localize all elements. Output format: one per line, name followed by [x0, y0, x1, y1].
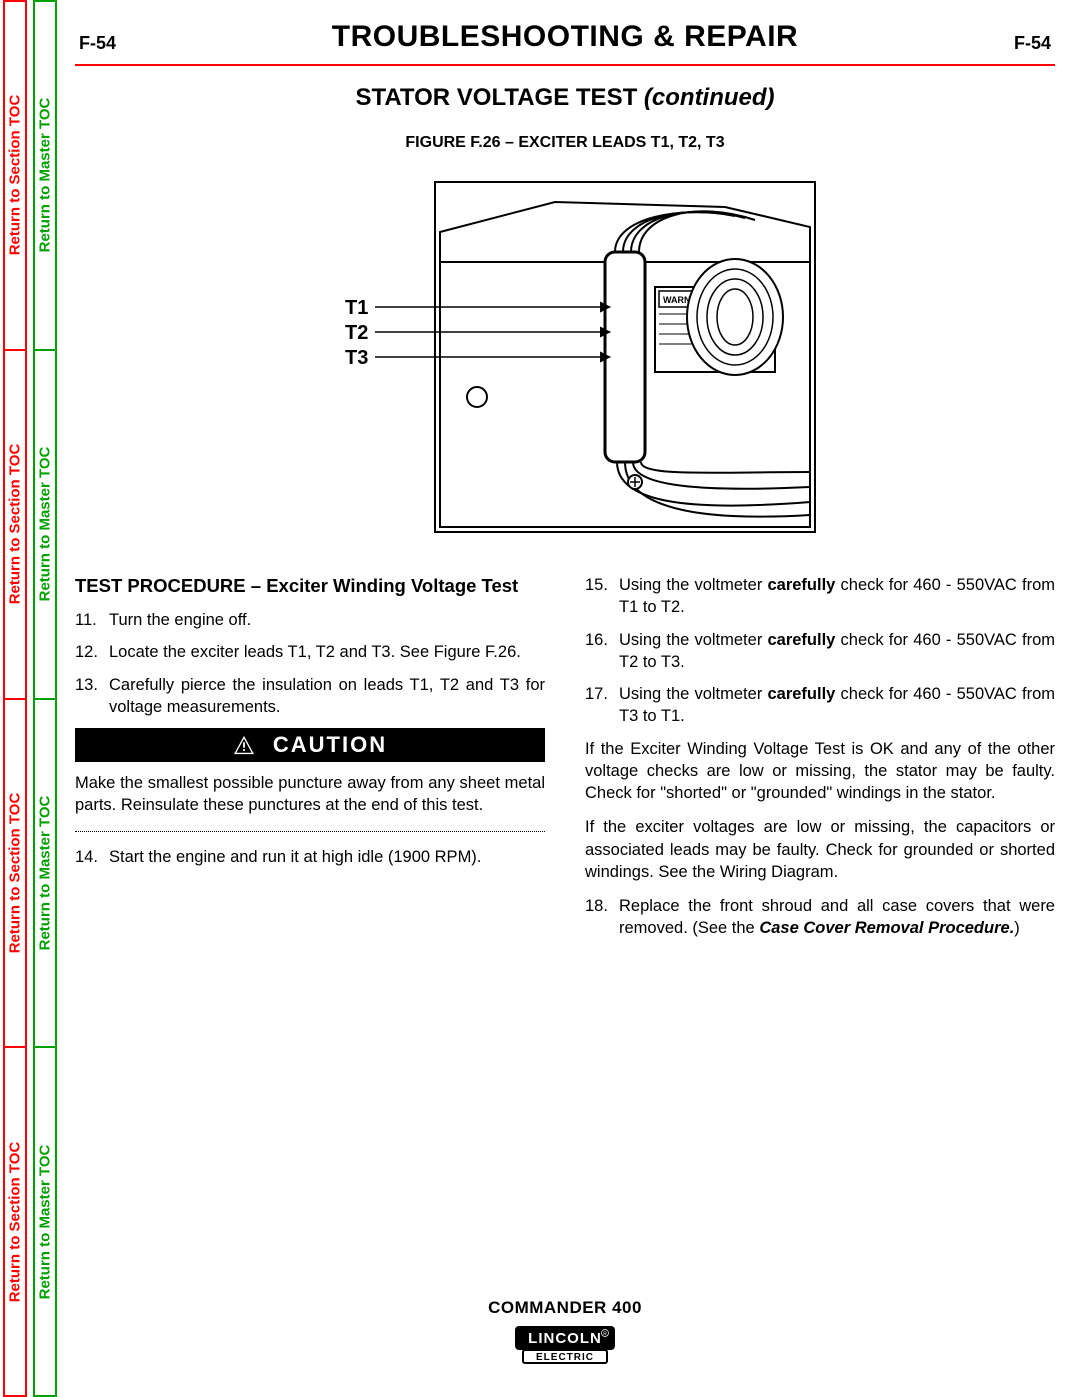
step-18: 18.Replace the front shroud and all case… [585, 895, 1055, 940]
section-toc-tabs: Return to Section TOC Return to Section … [3, 0, 27, 1397]
return-section-toc-link[interactable]: Return to Section TOC [5, 2, 25, 349]
result-paragraph-1: If the Exciter Winding Voltage Test is O… [585, 738, 1055, 805]
content-area: F-54 TROUBLESHOOTING & REPAIR F-54 STATO… [75, 20, 1055, 950]
step-15: 15.Using the voltmeter carefully check f… [585, 574, 1055, 619]
svg-text:LINCOLN: LINCOLN [528, 1330, 602, 1347]
step-number: 17. [585, 683, 619, 728]
tab-label: Return to Section TOC [7, 444, 24, 605]
return-section-toc-link[interactable]: Return to Section TOC [5, 698, 25, 1047]
body-columns: TEST PROCEDURE – Exciter Winding Voltage… [75, 574, 1055, 950]
step-text: Using the voltmeter carefully check for … [619, 629, 1055, 674]
svg-text:R: R [603, 1331, 607, 1337]
lincoln-electric-logo: LINCOLN R ELECTRIC [515, 1326, 615, 1369]
lead-label-t1: T1 [345, 297, 368, 319]
return-master-toc-link[interactable]: Return to Master TOC [35, 698, 55, 1047]
figure-f26: WARNING [305, 172, 825, 542]
caution-text: Make the smallest possible puncture away… [75, 772, 545, 817]
page-title: TROUBLESHOOTING & REPAIR [332, 20, 798, 54]
return-section-toc-link[interactable]: Return to Section TOC [5, 349, 25, 698]
step-number: 16. [585, 629, 619, 674]
tab-label: Return to Section TOC [7, 95, 24, 256]
step-14: 14.Start the engine and run it at high i… [75, 846, 545, 868]
tab-label: Return to Master TOC [37, 98, 54, 253]
step-text: Replace the front shroud and all case co… [619, 895, 1055, 940]
horizontal-rule [75, 64, 1055, 66]
step-17: 17.Using the voltmeter carefully check f… [585, 683, 1055, 728]
exciter-leads-diagram: WARNING [305, 172, 825, 542]
caution-label: CAUTION [273, 730, 387, 760]
procedure-heading: TEST PROCEDURE – Exciter Winding Voltage… [75, 574, 545, 599]
procedure-list-right: 15.Using the voltmeter carefully check f… [585, 574, 1055, 728]
page-number-left: F-54 [79, 33, 116, 54]
step-text: Using the voltmeter carefully check for … [619, 683, 1055, 728]
tab-label: Return to Master TOC [37, 1144, 54, 1299]
header-row: F-54 TROUBLESHOOTING & REPAIR F-54 [75, 20, 1055, 58]
warning-triangle-icon [233, 735, 255, 755]
result-paragraph-2: If the exciter voltages are low or missi… [585, 816, 1055, 883]
master-toc-tabs: Return to Master TOC Return to Master TO… [33, 0, 57, 1397]
svg-text:ELECTRIC: ELECTRIC [536, 1352, 594, 1363]
tab-label: Return to Master TOC [37, 796, 54, 951]
step-16: 16.Using the voltmeter carefully check f… [585, 629, 1055, 674]
subtitle-main: STATOR VOLTAGE TEST [355, 84, 643, 111]
section-subtitle: STATOR VOLTAGE TEST (continued) [75, 84, 1055, 112]
step-text: Carefully pierce the insulation on leads… [109, 674, 545, 719]
return-master-toc-link[interactable]: Return to Master TOC [35, 349, 55, 698]
lead-label-t3: T3 [345, 347, 368, 369]
page-number-right: F-54 [1014, 33, 1051, 54]
step-text: Using the voltmeter carefully check for … [619, 574, 1055, 619]
lead-label-t2: T2 [345, 322, 368, 344]
step-number: 11. [75, 609, 109, 631]
step-number: 18. [585, 895, 619, 940]
dotted-divider [75, 831, 545, 832]
tab-label: Return to Master TOC [37, 447, 54, 602]
return-master-toc-link[interactable]: Return to Master TOC [35, 1046, 55, 1395]
subtitle-continued: (continued) [644, 84, 775, 111]
side-tabs: Return to Section TOC Return to Section … [0, 0, 60, 1397]
tab-label: Return to Section TOC [7, 1141, 24, 1302]
step-number: 12. [75, 641, 109, 663]
figure-title: FIGURE F.26 – EXCITER LEADS T1, T2, T3 [75, 134, 1055, 152]
left-column: TEST PROCEDURE – Exciter Winding Voltage… [75, 574, 545, 950]
step-number: 13. [75, 674, 109, 719]
page-footer: COMMANDER 400 LINCOLN R ELECTRIC [75, 1298, 1055, 1369]
product-name: COMMANDER 400 [75, 1298, 1055, 1318]
return-section-toc-link[interactable]: Return to Section TOC [5, 1046, 25, 1395]
return-master-toc-link[interactable]: Return to Master TOC [35, 2, 55, 349]
step-text: Start the engine and run it at high idle… [109, 846, 545, 868]
tab-label: Return to Section TOC [7, 793, 24, 954]
procedure-list-continued: 14.Start the engine and run it at high i… [75, 846, 545, 868]
step-text: Turn the engine off. [109, 609, 545, 631]
page: Return to Section TOC Return to Section … [0, 0, 1080, 1397]
step-number: 14. [75, 846, 109, 868]
caution-bar: CAUTION [75, 728, 545, 762]
step-11: 11.Turn the engine off. [75, 609, 545, 631]
right-column: 15.Using the voltmeter carefully check f… [585, 574, 1055, 950]
step-text: Locate the exciter leads T1, T2 and T3. … [109, 641, 545, 663]
procedure-list-right-2: 18.Replace the front shroud and all case… [585, 895, 1055, 940]
step-13: 13.Carefully pierce the insulation on le… [75, 674, 545, 719]
step-number: 15. [585, 574, 619, 619]
step-12: 12.Locate the exciter leads T1, T2 and T… [75, 641, 545, 663]
procedure-list: 11.Turn the engine off. 12.Locate the ex… [75, 609, 545, 718]
